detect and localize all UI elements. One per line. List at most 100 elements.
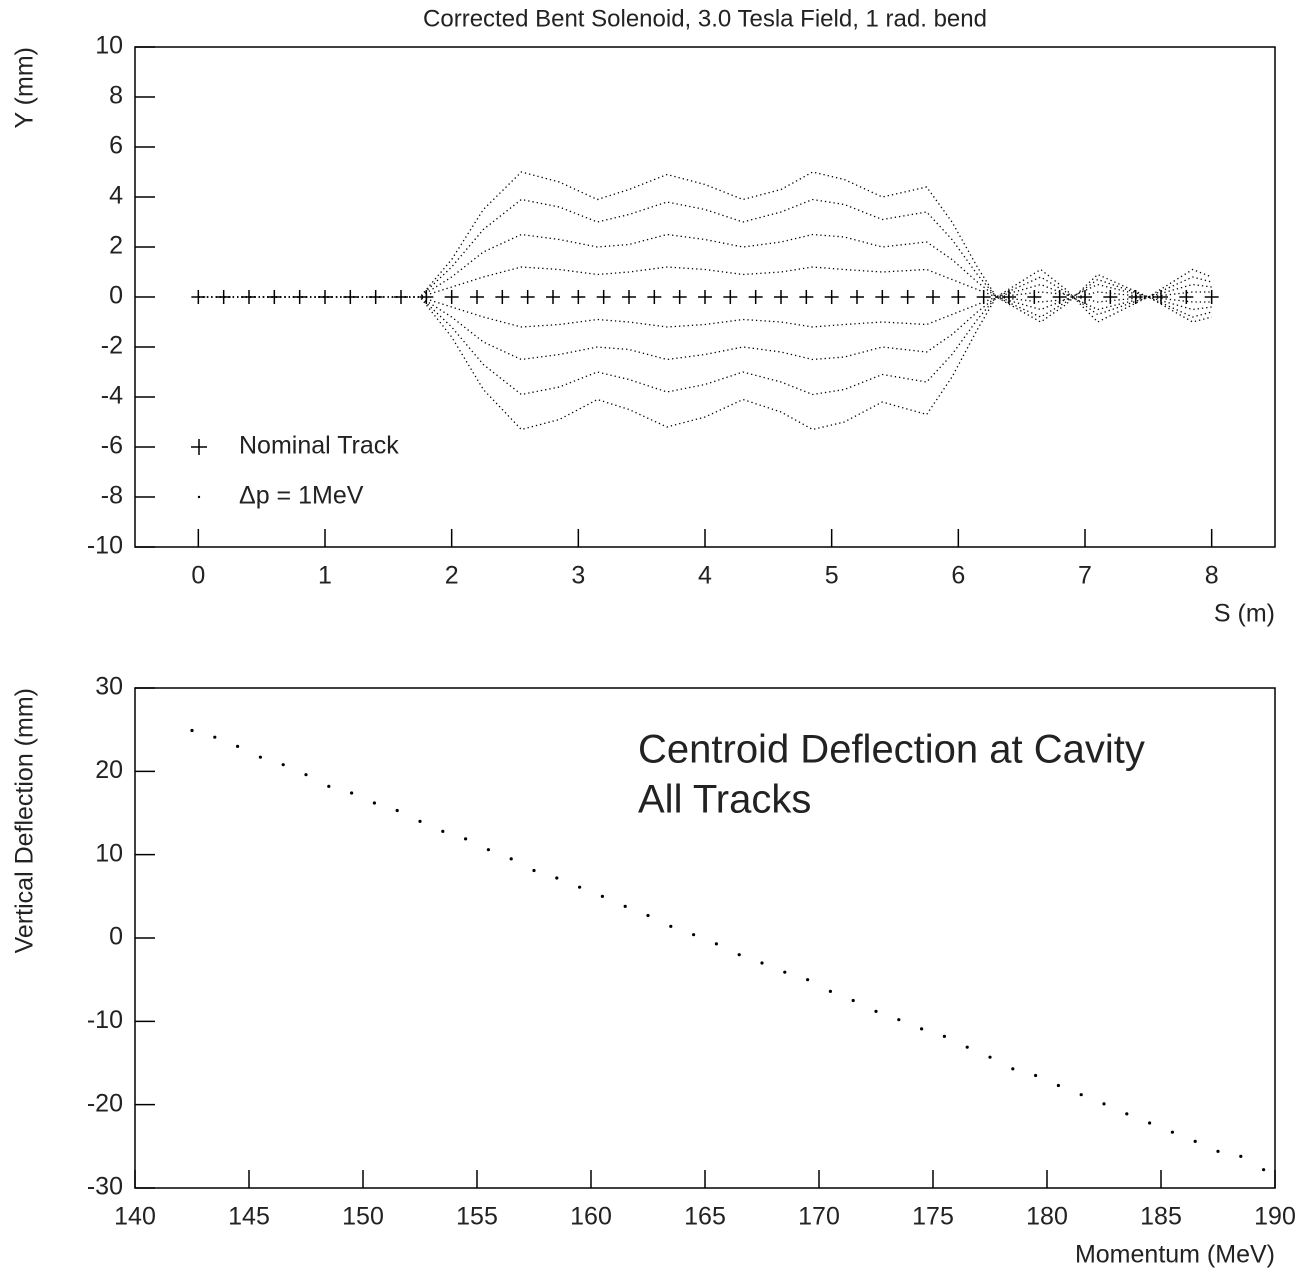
track-marker bbox=[1103, 290, 1118, 304]
annotation: Centroid Deflection at Cavity bbox=[638, 728, 1145, 772]
dotted-track bbox=[198, 291, 1212, 328]
legend-marker bbox=[197, 495, 201, 499]
track-marker bbox=[774, 290, 788, 304]
y-tick-label: -2 bbox=[101, 332, 123, 360]
scatter-point bbox=[509, 857, 513, 861]
scatter-point bbox=[692, 933, 696, 937]
track-marker bbox=[875, 290, 890, 304]
track-marker bbox=[1179, 290, 1194, 304]
x-axis-label: Momentum (MeV) bbox=[1075, 1241, 1275, 1269]
scatter-point bbox=[532, 868, 536, 873]
x-tick-label: 175 bbox=[912, 1203, 954, 1231]
x-tick-label: 4 bbox=[698, 562, 712, 590]
chart-title: Corrected Bent Solenoid, 3.0 Tesla Field… bbox=[423, 5, 987, 32]
track-marker bbox=[242, 290, 256, 304]
annotation: All Tracks bbox=[638, 778, 811, 822]
x-tick-label: 1 bbox=[318, 562, 332, 590]
scatter-point bbox=[1034, 1073, 1038, 1078]
scatter-point bbox=[851, 998, 855, 1003]
track-marker bbox=[1128, 290, 1143, 304]
dotted-track bbox=[198, 276, 1212, 396]
dotted-track bbox=[198, 198, 1212, 318]
x-tick-label: 160 bbox=[570, 1203, 612, 1231]
scatter-point bbox=[1216, 1149, 1220, 1153]
dotted-track bbox=[198, 171, 1212, 323]
scatter-point bbox=[281, 763, 285, 767]
x-tick-label: 6 bbox=[951, 562, 965, 590]
track-marker bbox=[622, 290, 636, 304]
track-marker bbox=[951, 290, 966, 304]
track-marker bbox=[799, 290, 814, 304]
scatter-point bbox=[327, 784, 331, 788]
track-marker bbox=[216, 290, 231, 304]
y-tick-label: 10 bbox=[95, 839, 123, 867]
scatter-point bbox=[1102, 1102, 1106, 1106]
x-tick-label: 180 bbox=[1026, 1203, 1068, 1231]
y-tick-label: -8 bbox=[101, 482, 123, 510]
x-tick-label: 7 bbox=[1078, 562, 1092, 590]
y-tick-label: 6 bbox=[109, 132, 123, 160]
scatter-point bbox=[578, 885, 582, 889]
scatter-point bbox=[783, 970, 787, 974]
scatter-point bbox=[1079, 1093, 1083, 1097]
scatter-point bbox=[874, 1009, 878, 1013]
y-tick-label: -4 bbox=[101, 382, 123, 410]
track-marker bbox=[1078, 290, 1092, 304]
x-tick-label: 155 bbox=[456, 1203, 498, 1231]
x-tick-label: 170 bbox=[798, 1203, 840, 1231]
legend-label: Nominal Track bbox=[239, 432, 399, 460]
scatter-point bbox=[965, 1045, 969, 1049]
y-axis-label: Y (mm) bbox=[11, 47, 39, 128]
scatter-point bbox=[486, 848, 490, 852]
scatter-point bbox=[920, 1027, 924, 1031]
track-marker bbox=[1204, 290, 1219, 304]
scatter-point bbox=[1125, 1112, 1129, 1116]
y-axis-label: Vertical Deflection (mm) bbox=[11, 688, 39, 953]
scatter-point bbox=[806, 978, 810, 982]
scatter-point bbox=[1148, 1121, 1152, 1125]
scatter-point bbox=[669, 924, 673, 928]
scatter-point bbox=[1011, 1067, 1015, 1071]
y-tick-label: 10 bbox=[95, 32, 123, 60]
track-marker bbox=[824, 290, 839, 304]
scatter-point bbox=[897, 1018, 901, 1022]
track-marker bbox=[748, 290, 763, 304]
scatter-point bbox=[942, 1034, 947, 1038]
y-tick-label: -30 bbox=[87, 1173, 123, 1201]
track-marker bbox=[596, 290, 611, 304]
track-marker bbox=[292, 290, 307, 304]
x-tick-label: 145 bbox=[228, 1203, 270, 1231]
track-marker bbox=[571, 290, 586, 304]
scatter-point bbox=[1170, 1130, 1174, 1134]
scatter-point bbox=[988, 1055, 992, 1059]
track-marker bbox=[647, 290, 662, 304]
scatter-point bbox=[441, 829, 445, 833]
x-tick-label: 5 bbox=[825, 562, 839, 590]
dotted-track bbox=[198, 266, 1212, 303]
track-marker bbox=[520, 290, 535, 304]
dotted-track bbox=[198, 233, 1212, 311]
track-marker bbox=[495, 290, 510, 304]
track-marker bbox=[1154, 290, 1168, 304]
legend-marker bbox=[191, 439, 207, 455]
y-tick-label: -10 bbox=[87, 1006, 123, 1034]
track-marker bbox=[926, 290, 940, 304]
scatter-point bbox=[555, 876, 559, 880]
legend-label: Δp = 1MeV bbox=[239, 482, 364, 510]
scatter-point bbox=[1056, 1083, 1060, 1088]
scatter-point bbox=[714, 942, 719, 946]
track-marker bbox=[318, 290, 332, 304]
scatter-point bbox=[190, 728, 194, 733]
y-tick-label: -20 bbox=[87, 1089, 123, 1117]
scatter-point bbox=[395, 808, 399, 813]
y-tick-label: 0 bbox=[109, 923, 123, 951]
track-marker bbox=[698, 290, 712, 304]
track-marker bbox=[672, 290, 687, 304]
scatter-point bbox=[464, 837, 468, 841]
scatter-point bbox=[828, 989, 833, 993]
y-tick-label: 4 bbox=[109, 182, 123, 210]
x-tick-label: 140 bbox=[114, 1203, 156, 1231]
scatter-point bbox=[304, 773, 308, 777]
y-tick-label: 8 bbox=[109, 82, 123, 110]
